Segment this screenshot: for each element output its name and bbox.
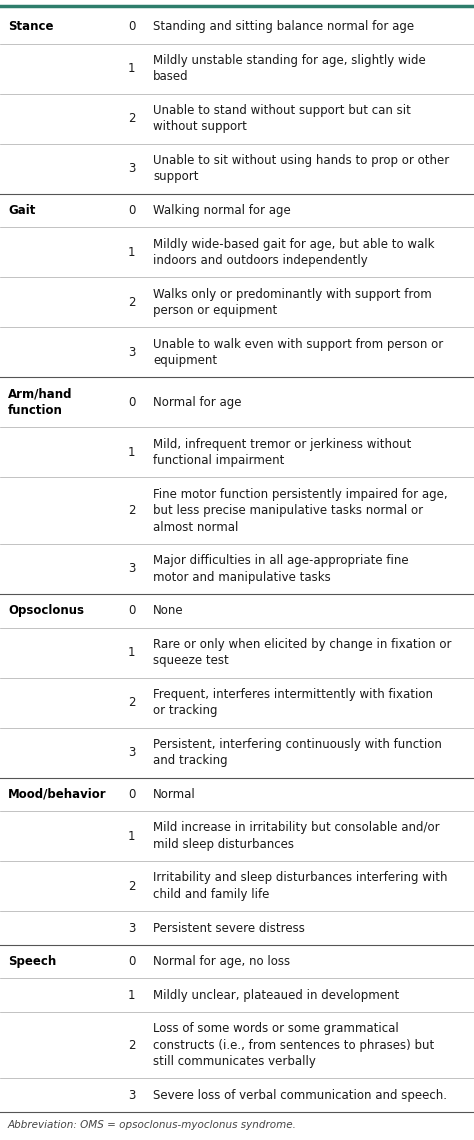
Text: 2: 2 <box>128 295 135 309</box>
Text: 1: 1 <box>128 446 135 459</box>
Text: Arm/hand: Arm/hand <box>8 388 73 400</box>
Text: 0: 0 <box>128 396 135 409</box>
Text: Major difficulties in all age-appropriate fine: Major difficulties in all age-appropriat… <box>153 554 409 568</box>
Text: and tracking: and tracking <box>153 755 228 767</box>
Text: 3: 3 <box>128 162 135 176</box>
Text: Normal: Normal <box>153 788 196 801</box>
Text: Severe loss of verbal communication and speech.: Severe loss of verbal communication and … <box>153 1089 447 1101</box>
Text: Gait: Gait <box>8 204 36 217</box>
Text: motor and manipulative tasks: motor and manipulative tasks <box>153 571 331 584</box>
Text: 3: 3 <box>128 562 135 576</box>
Text: 0: 0 <box>128 204 135 217</box>
Text: squeeze test: squeeze test <box>153 654 229 667</box>
Text: Opsoclonus: Opsoclonus <box>8 604 84 617</box>
Text: Walks only or predominantly with support from: Walks only or predominantly with support… <box>153 287 432 301</box>
Text: 0: 0 <box>128 788 135 801</box>
Text: 0: 0 <box>128 21 135 33</box>
Text: Unable to stand without support but can sit: Unable to stand without support but can … <box>153 104 411 117</box>
Text: 2: 2 <box>128 880 135 893</box>
Text: Speech: Speech <box>8 955 56 968</box>
Text: or tracking: or tracking <box>153 705 218 717</box>
Text: support: support <box>153 170 199 184</box>
Text: Mild increase in irritability but consolable and/or: Mild increase in irritability but consol… <box>153 822 439 834</box>
Text: without support: without support <box>153 121 247 133</box>
Text: almost normal: almost normal <box>153 521 238 534</box>
Text: Unable to sit without using hands to prop or other: Unable to sit without using hands to pro… <box>153 154 449 166</box>
Text: Mild, infrequent tremor or jerkiness without: Mild, infrequent tremor or jerkiness wit… <box>153 438 411 450</box>
Text: 1: 1 <box>128 988 135 1002</box>
Text: Mood/behavior: Mood/behavior <box>8 788 107 801</box>
Text: Irritability and sleep disturbances interfering with: Irritability and sleep disturbances inte… <box>153 871 447 885</box>
Text: Normal for age, no loss: Normal for age, no loss <box>153 955 290 968</box>
Text: Mildly unstable standing for age, slightly wide: Mildly unstable standing for age, slight… <box>153 54 426 67</box>
Text: Abbreviation: OMS = opsoclonus-myoclonus syndrome.: Abbreviation: OMS = opsoclonus-myoclonus… <box>8 1119 297 1130</box>
Text: 3: 3 <box>128 1089 135 1101</box>
Text: still communicates verbally: still communicates verbally <box>153 1056 316 1068</box>
Text: constructs (i.e., from sentences to phrases) but: constructs (i.e., from sentences to phra… <box>153 1039 434 1052</box>
Text: based: based <box>153 71 189 83</box>
Text: 2: 2 <box>128 1039 135 1052</box>
Text: 2: 2 <box>128 697 135 709</box>
Text: 1: 1 <box>128 62 135 75</box>
Text: Persistent, interfering continuously with function: Persistent, interfering continuously wit… <box>153 738 442 751</box>
Text: Loss of some words or some grammatical: Loss of some words or some grammatical <box>153 1023 399 1035</box>
Text: 1: 1 <box>128 830 135 842</box>
Text: None: None <box>153 604 183 617</box>
Text: Mildly wide-based gait for age, but able to walk: Mildly wide-based gait for age, but able… <box>153 237 435 251</box>
Text: 1: 1 <box>128 246 135 259</box>
Text: child and family life: child and family life <box>153 888 269 901</box>
Text: Stance: Stance <box>8 21 54 33</box>
Text: Persistent severe distress: Persistent severe distress <box>153 921 305 935</box>
Text: Normal for age: Normal for age <box>153 396 241 409</box>
Text: 0: 0 <box>128 604 135 617</box>
Text: 2: 2 <box>128 504 135 518</box>
Text: equipment: equipment <box>153 355 217 367</box>
Text: Walking normal for age: Walking normal for age <box>153 204 291 217</box>
Text: 1: 1 <box>128 646 135 659</box>
Text: person or equipment: person or equipment <box>153 304 277 317</box>
Text: 3: 3 <box>128 921 135 935</box>
Text: functional impairment: functional impairment <box>153 454 284 467</box>
Text: Frequent, interferes intermittently with fixation: Frequent, interferes intermittently with… <box>153 687 433 701</box>
Text: 0: 0 <box>128 955 135 968</box>
Text: function: function <box>8 404 63 417</box>
Text: 3: 3 <box>128 345 135 359</box>
Text: 2: 2 <box>128 112 135 125</box>
Text: but less precise manipulative tasks normal or: but less precise manipulative tasks norm… <box>153 504 423 518</box>
Text: mild sleep disturbances: mild sleep disturbances <box>153 838 294 850</box>
Text: Rare or only when elicited by change in fixation or: Rare or only when elicited by change in … <box>153 637 452 651</box>
Text: Standing and sitting balance normal for age: Standing and sitting balance normal for … <box>153 21 414 33</box>
Text: Mildly unclear, plateaued in development: Mildly unclear, plateaued in development <box>153 988 399 1002</box>
Text: Unable to walk even with support from person or: Unable to walk even with support from pe… <box>153 337 443 351</box>
Text: 3: 3 <box>128 746 135 759</box>
Text: indoors and outdoors independently: indoors and outdoors independently <box>153 254 368 267</box>
Text: Fine motor function persistently impaired for age,: Fine motor function persistently impaire… <box>153 488 447 500</box>
